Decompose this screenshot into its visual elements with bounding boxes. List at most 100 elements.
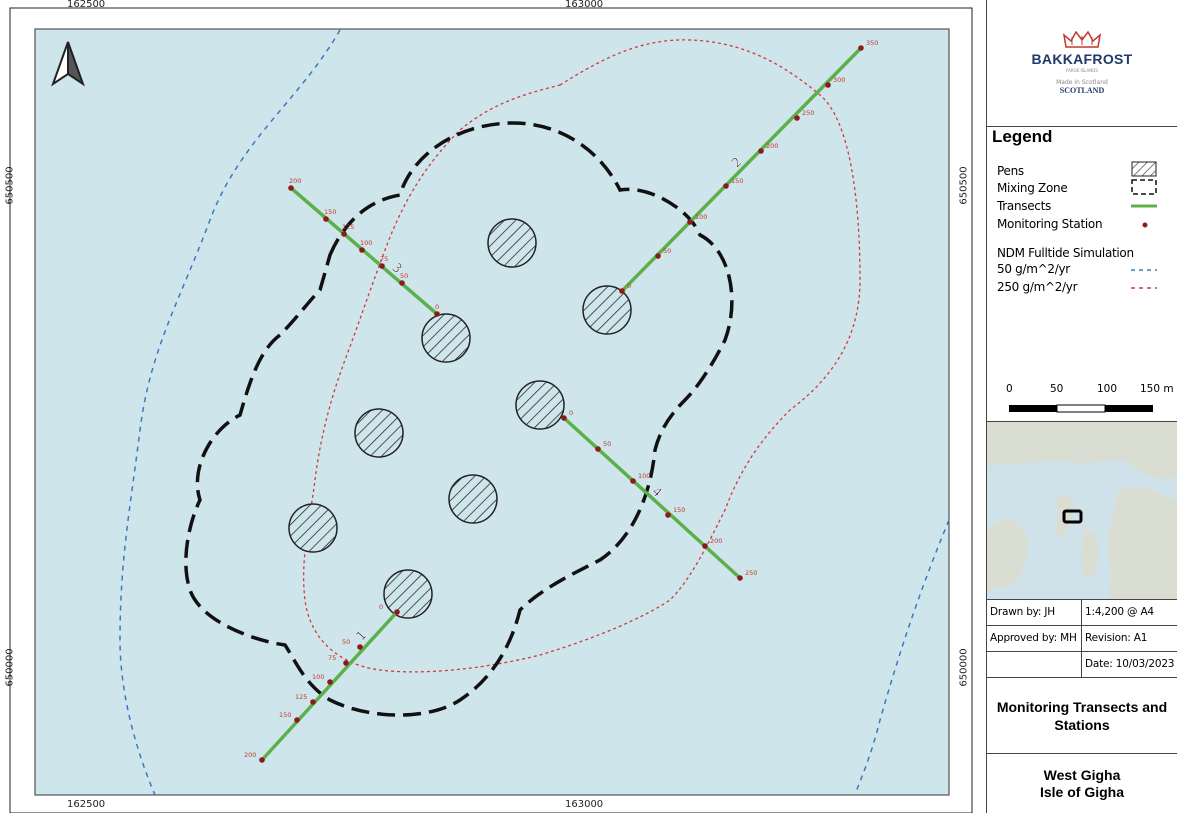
pen — [448, 474, 498, 524]
monitoring-station-t4-0 — [561, 415, 567, 421]
monitoring-station-t2-350 — [858, 45, 864, 51]
contour-50-left — [119, 29, 341, 796]
brand-made: Made in Scotland — [1056, 79, 1108, 86]
grid-label-top-left: 162500 — [67, 0, 106, 10]
monitoring-stations: 0 50 75 100 125 150 200 0 50 100 150 200 250 300 350 0 5… — [244, 39, 878, 763]
monitoring-station-t1-150 — [294, 717, 300, 723]
crown-logo-icon — [1062, 31, 1102, 48]
contour-250 — [303, 39, 861, 673]
legend-station-label: Monitoring Station — [997, 217, 1103, 231]
ndm-50-legend-icon — [1131, 269, 1157, 271]
scale-label-0: 0 — [1006, 383, 1013, 395]
grid-label-right-lower: 650000 — [958, 648, 970, 687]
monitoring-station-t2-100 — [687, 219, 693, 225]
station-label-t1-50: 50 — [342, 638, 350, 646]
date: Date: 10/03/2023 — [1085, 658, 1175, 670]
station-label-t3-75: 75 — [380, 255, 388, 263]
legend-ndm-title: NDM Fulltide Simulation — [997, 246, 1134, 260]
station-label-t2-200: 200 — [766, 142, 778, 150]
side-panel: BAKKAFROST FAROE ISLANDS Made in Scotlan… — [986, 0, 1177, 813]
scale-bar — [1009, 404, 1153, 413]
pens — [288, 218, 632, 619]
station-label-t3-50: 50 — [400, 272, 408, 280]
monitoring-station-t4-100 — [630, 478, 636, 484]
station-label-t2-250: 250 — [802, 109, 814, 117]
site-island: Isle of Gigha — [1039, 783, 1124, 800]
monitoring-station-t1-100 — [327, 679, 333, 685]
map-svg: 0 50 75 100 125 150 200 0 50 100 150 200 250 300 350 0 5… — [9, 7, 973, 814]
station-label-t1-125: 125 — [295, 693, 307, 701]
pen — [383, 569, 433, 619]
legend-title: Legend — [992, 127, 1053, 146]
legend-ndm-50: 50 g/m^2/yr — [997, 262, 1070, 276]
map-title: Monitoring Transects and Stations — [987, 678, 1177, 754]
monitoring-station-t3-0 — [434, 311, 440, 317]
site-block: West Gigha Isle of Gigha — [987, 754, 1177, 813]
station-label-t1-75: 75 — [328, 654, 336, 662]
legend-transects-label: Transects — [997, 199, 1051, 213]
contour-50-right — [854, 519, 950, 796]
station-label-t2-150: 150 — [731, 177, 743, 185]
monitoring-station-t3-100 — [359, 247, 365, 253]
pen — [582, 285, 632, 335]
station-label-t2-100: 100 — [695, 213, 707, 221]
grid-label-left-upper: 650500 — [4, 166, 16, 205]
pens-legend-icon — [1131, 161, 1157, 177]
monitoring-station-t2-300 — [825, 82, 831, 88]
legend-ndm-250: 250 g/m^2/yr — [997, 280, 1078, 294]
pen — [421, 313, 471, 363]
monitoring-station-t2-0 — [619, 288, 625, 294]
map-scale: 1:4,200 @ A4 — [1085, 606, 1154, 618]
monitoring-station-t2-150 — [723, 183, 729, 189]
north-arrow-icon — [51, 41, 85, 87]
inset-map — [987, 422, 1177, 600]
monitoring-station-t1-50 — [357, 644, 363, 650]
monitoring-station-t4-50 — [595, 446, 601, 452]
grid-label-right-upper: 650500 — [958, 166, 970, 205]
transect-1-line — [260, 610, 399, 762]
monitoring-station-t3-50 — [399, 280, 405, 286]
transect-4-line — [562, 416, 742, 580]
info-row-3: Date: 10/03/2023 — [987, 652, 1177, 678]
monitoring-station-t1-125 — [310, 699, 316, 705]
station-label-t4-100: 100 — [638, 472, 650, 480]
grid-label-bottom-right: 163000 — [565, 799, 604, 810]
revision: Revision: A1 — [1085, 632, 1148, 644]
monitoring-station-t4-150 — [665, 512, 671, 518]
station-label-t2-0: 0 — [627, 282, 631, 290]
sea — [34, 28, 950, 796]
monitoring-station-t3-125 — [341, 231, 347, 237]
station-label-t3-200: 200 — [289, 177, 301, 185]
info-row-1: Drawn by: JH 1:4,200 @ A4 — [987, 600, 1177, 626]
scale-label-50: 50 — [1050, 383, 1064, 395]
grid-label-left-lower: 650000 — [4, 648, 16, 687]
site-name: West Gigha — [1043, 766, 1121, 783]
brand-scotland: SCOTLAND — [1059, 86, 1105, 95]
station-legend-icon — [1142, 222, 1148, 228]
station-label-t3-100: 100 — [360, 239, 372, 247]
pen — [288, 503, 338, 553]
legend: Legend Pens Mixing Zone Transects Monito… — [987, 127, 1177, 422]
approved-by: Approved by: MH — [990, 632, 1077, 644]
monitoring-station-t1-0 — [394, 609, 400, 615]
station-label-t2-50: 50 — [663, 247, 671, 255]
ndm-250-legend-icon — [1131, 287, 1157, 289]
station-label-t1-200: 200 — [244, 751, 256, 759]
monitoring-station-t2-250 — [794, 115, 800, 121]
monitoring-station-t4-200 — [702, 543, 708, 549]
monitoring-station-t2-50 — [655, 253, 661, 259]
monitoring-station-t3-200 — [288, 185, 294, 191]
scale-label-150: 150 m — [1140, 383, 1174, 395]
brand-subline: FAROE ISLANDS — [1066, 68, 1098, 73]
pen — [515, 380, 565, 430]
mixing-zone-legend-icon — [1131, 179, 1157, 195]
station-label-t4-50: 50 — [603, 440, 611, 448]
inset-location-marker — [1062, 509, 1083, 524]
transect-2-line — [620, 46, 863, 293]
station-label-t3-150: 150 — [324, 208, 336, 216]
station-label-t4-0: 0 — [569, 409, 573, 417]
monitoring-station-t2-200 — [758, 148, 764, 154]
station-label-t1-0: 0 — [379, 603, 383, 611]
legend-pens-label: Pens — [997, 164, 1024, 178]
station-label-t2-350: 350 — [866, 39, 878, 47]
